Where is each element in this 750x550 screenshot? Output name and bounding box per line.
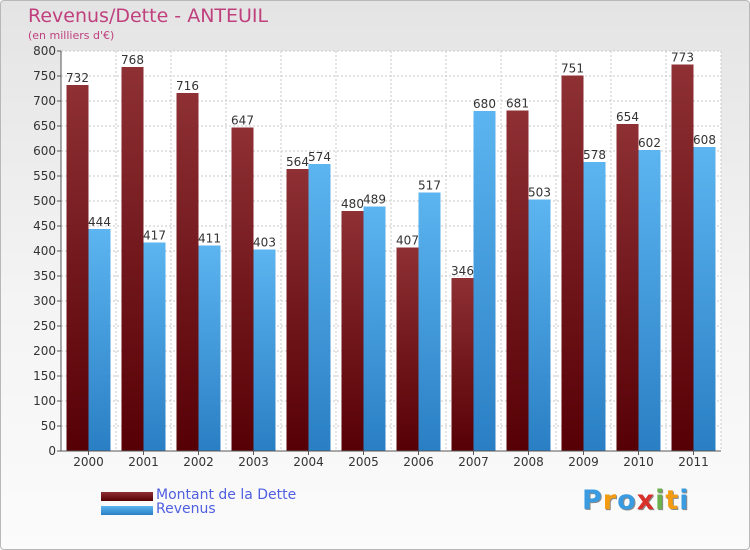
labels-layer: 732 444 768 417 716 411 647 403 564 574 480 489 407 5… [66, 51, 716, 279]
bar-dette [231, 127, 254, 451]
bar-dette [506, 110, 529, 451]
x-tick-label: 2009 [568, 455, 599, 469]
bar-dette [286, 169, 309, 451]
bar-dette [341, 211, 364, 451]
bar-dette [451, 278, 474, 451]
y-tick-label: 750 [33, 69, 56, 83]
y-tick-label: 800 [33, 44, 56, 58]
bar-revenus [418, 192, 441, 451]
data-label-dette: 647 [231, 114, 254, 128]
legend-swatch-revenus [101, 506, 153, 515]
bar-dette [396, 247, 419, 451]
x-tick-label: 2006 [403, 455, 434, 469]
bar-revenus [473, 111, 496, 451]
x-tick-label: 2002 [183, 455, 214, 469]
data-label-dette: 732 [66, 71, 89, 85]
data-label-revenus: 444 [88, 215, 111, 229]
data-label-revenus: 403 [253, 236, 276, 250]
x-tick-label: 2007 [458, 455, 489, 469]
bar-revenus [253, 249, 276, 451]
axis-layer: 0 50 100 150 200 250 300 350 400 450 500 550 600 650 7… [33, 44, 721, 469]
bar-revenus [528, 199, 551, 451]
bar-revenus [583, 162, 606, 451]
legend-label-revenus: Revenus [156, 501, 216, 517]
y-tick-label: 350 [33, 269, 56, 283]
x-tick-label: 2004 [293, 455, 324, 469]
bar-dette [616, 124, 639, 451]
y-tick-label: 600 [33, 144, 56, 158]
bar-revenus [638, 150, 661, 451]
x-tick-label: 2005 [348, 455, 379, 469]
bars-layer [66, 64, 716, 451]
data-label-revenus: 602 [638, 136, 661, 150]
y-tick-label: 250 [33, 319, 56, 333]
data-label-revenus: 578 [583, 148, 606, 162]
y-tick-label: 400 [33, 244, 56, 258]
y-tick-label: 150 [33, 369, 56, 383]
x-tick-label: 2010 [623, 455, 654, 469]
x-tick-label: 2011 [678, 455, 709, 469]
legend-swatch-dette [101, 492, 153, 501]
legend-label-dette: Montant de la Dette [156, 487, 297, 503]
chart-title: Revenus/Dette - ANTEUIL [28, 5, 269, 27]
bar-dette [66, 85, 89, 451]
data-label-revenus: 417 [143, 229, 166, 243]
data-label-dette: 716 [176, 79, 199, 93]
y-tick-label: 450 [33, 219, 56, 233]
bar-dette [561, 75, 584, 451]
x-tick-label: 2008 [513, 455, 544, 469]
y-tick-label: 100 [33, 394, 56, 408]
data-label-revenus: 411 [198, 232, 221, 246]
data-label-dette: 564 [286, 155, 309, 169]
proxiti-logo: Proxiti [582, 485, 690, 516]
bar-dette [671, 64, 694, 451]
data-label-dette: 654 [616, 110, 639, 124]
data-label-dette: 768 [121, 53, 144, 67]
data-label-revenus: 680 [473, 97, 496, 111]
bar-dette [121, 67, 144, 451]
bar-revenus [88, 229, 111, 451]
data-label-dette: 407 [396, 234, 419, 248]
bar-revenus [143, 242, 166, 451]
y-tick-label: 300 [33, 294, 56, 308]
data-label-dette: 480 [341, 197, 364, 211]
y-tick-label: 200 [33, 344, 56, 358]
y-tick-label: 700 [33, 94, 56, 108]
bar-revenus [198, 245, 221, 451]
x-tick-label: 2001 [128, 455, 159, 469]
data-label-dette: 681 [506, 97, 529, 111]
bar-revenus [363, 206, 386, 451]
data-label-revenus: 489 [363, 193, 386, 207]
y-tick-label: 50 [41, 419, 56, 433]
data-label-revenus: 608 [693, 133, 716, 147]
data-label-revenus: 517 [418, 179, 441, 193]
y-tick-label: 500 [33, 194, 56, 208]
bar-revenus [308, 164, 331, 451]
data-label-revenus: 503 [528, 186, 551, 200]
bar-revenus [693, 147, 716, 451]
x-tick-label: 2000 [73, 455, 104, 469]
chart-subtitle: (en milliers d'€) [28, 29, 115, 42]
data-label-revenus: 574 [308, 150, 331, 164]
data-label-dette: 346 [451, 264, 474, 278]
y-tick-label: 550 [33, 169, 56, 183]
data-label-dette: 751 [561, 62, 584, 76]
x-tick-label: 2003 [238, 455, 269, 469]
y-tick-label: 0 [48, 444, 56, 458]
y-tick-label: 650 [33, 119, 56, 133]
data-label-dette: 773 [671, 51, 694, 65]
bar-dette [176, 93, 199, 451]
